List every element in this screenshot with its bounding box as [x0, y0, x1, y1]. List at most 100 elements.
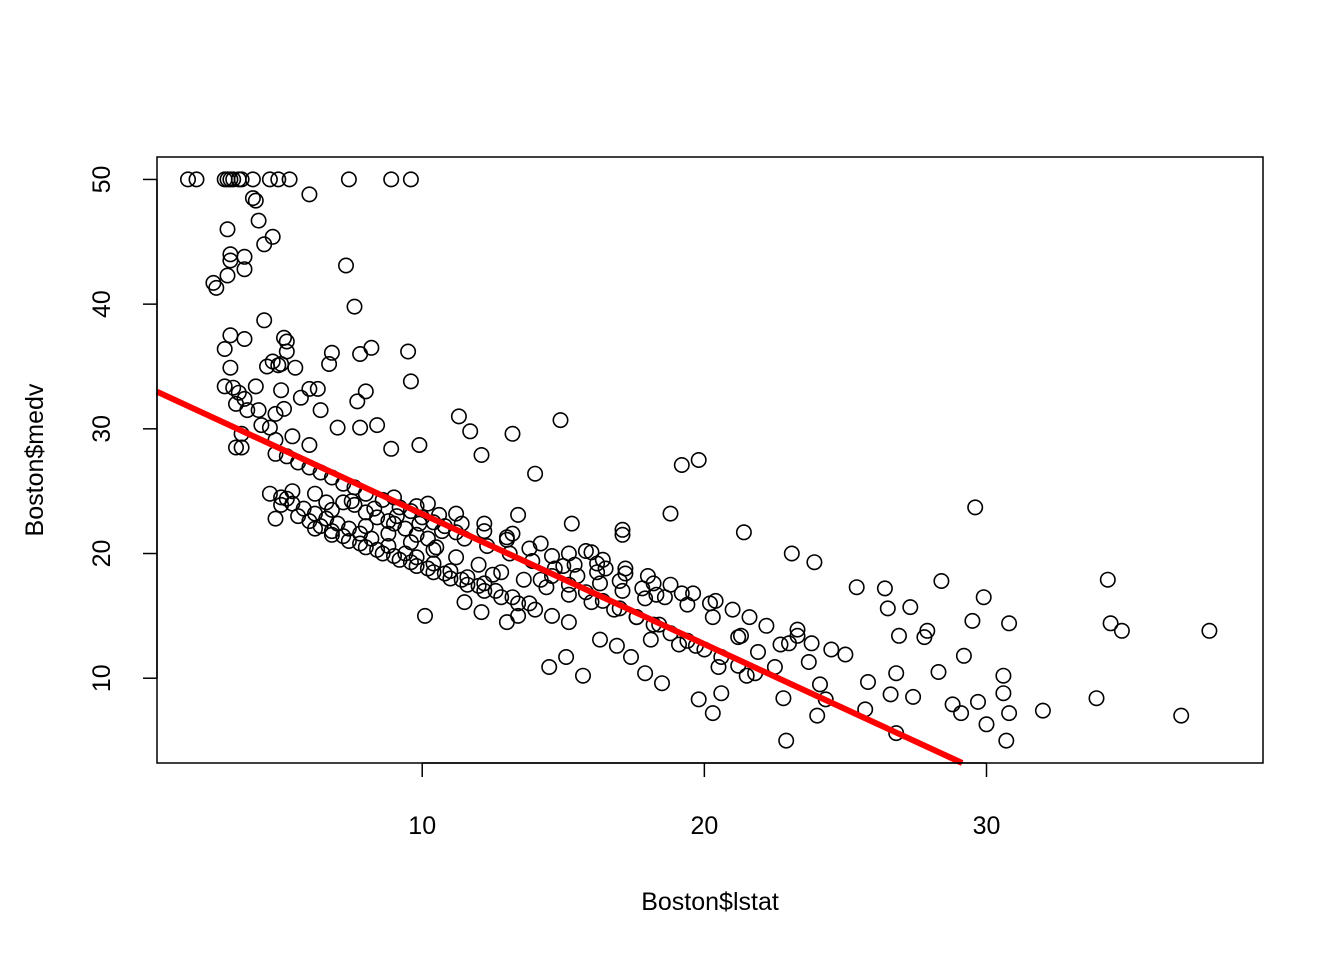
- data-point: [614, 526, 631, 543]
- data-point: [408, 549, 425, 566]
- data-point: [448, 505, 465, 522]
- data-point: [809, 707, 826, 724]
- data-point: [670, 636, 687, 653]
- data-point: [383, 440, 400, 457]
- data-point: [250, 212, 267, 229]
- data-point: [560, 614, 577, 631]
- data-point: [783, 545, 800, 562]
- data-point: [273, 496, 290, 513]
- data-point: [267, 405, 284, 422]
- data-point: [902, 599, 919, 616]
- data-point: [510, 595, 527, 612]
- data-point: [188, 171, 205, 188]
- data-point: [261, 171, 278, 188]
- data-point: [346, 298, 363, 315]
- data-point: [608, 637, 625, 654]
- data-point: [690, 691, 707, 708]
- data-point: [236, 261, 253, 278]
- data-point: [1102, 615, 1119, 632]
- data-point: [543, 607, 560, 624]
- data-point: [340, 532, 357, 549]
- data-point: [806, 554, 823, 571]
- data-point: [476, 582, 493, 599]
- data-point: [369, 417, 386, 434]
- data-point: [583, 544, 600, 561]
- data-point: [673, 585, 690, 602]
- data-point: [346, 496, 363, 513]
- data-point: [273, 382, 290, 399]
- data-point: [470, 577, 487, 594]
- data-point: [216, 378, 233, 395]
- data-point: [975, 589, 992, 606]
- data-point: [236, 330, 253, 347]
- data-point: [301, 186, 318, 203]
- data-point: [504, 425, 521, 442]
- data-point: [261, 485, 278, 502]
- data-point: [258, 358, 275, 375]
- data-point: [462, 423, 479, 440]
- data-point: [662, 576, 679, 593]
- data-point: [470, 556, 487, 573]
- data-point: [402, 373, 419, 390]
- data-point: [775, 690, 792, 707]
- data-point: [323, 526, 340, 543]
- data-point: [890, 627, 907, 644]
- data-point: [998, 732, 1015, 749]
- data-point: [233, 171, 250, 188]
- data-point: [306, 520, 323, 537]
- data-point: [967, 499, 984, 516]
- data-point: [541, 658, 558, 675]
- data-point: [642, 631, 659, 648]
- data-point: [953, 705, 970, 722]
- data-point: [555, 557, 572, 574]
- data-point: [402, 534, 419, 551]
- data-point: [436, 565, 453, 582]
- data-point: [343, 493, 360, 510]
- data-point: [995, 685, 1012, 702]
- data-point: [648, 586, 665, 603]
- data-point: [710, 658, 727, 675]
- data-point: [803, 635, 820, 652]
- data-point: [685, 585, 702, 602]
- data-point: [239, 402, 256, 419]
- data-point: [453, 571, 470, 588]
- data-point: [323, 344, 340, 361]
- data-point: [301, 436, 318, 453]
- data-point: [837, 646, 854, 663]
- x-axis: 10 20 30: [408, 762, 1001, 840]
- y-tick-label: 50: [88, 166, 116, 194]
- data-point: [498, 529, 515, 546]
- data-point: [428, 539, 445, 556]
- data-point: [236, 390, 253, 407]
- data-point: [383, 171, 400, 188]
- data-point: [1034, 702, 1051, 719]
- data-point: [933, 572, 950, 589]
- data-point: [558, 648, 575, 665]
- data-point: [707, 592, 724, 609]
- data-point: [527, 465, 544, 482]
- data-point: [459, 576, 476, 593]
- data-point: [515, 571, 532, 588]
- data-point: [400, 343, 417, 360]
- data-point: [1001, 615, 1018, 632]
- data-point: [230, 384, 247, 401]
- data-point: [758, 617, 775, 634]
- data-point: [264, 228, 281, 245]
- data-point: [244, 190, 261, 207]
- data-point: [704, 705, 721, 722]
- data-point: [284, 428, 301, 445]
- data-point: [591, 575, 608, 592]
- data-point: [690, 451, 707, 468]
- data-point: [738, 667, 755, 684]
- data-point: [789, 621, 806, 638]
- data-point: [594, 551, 611, 568]
- data-point: [493, 564, 510, 581]
- data-point: [778, 732, 795, 749]
- data-point: [930, 663, 947, 680]
- data-point: [560, 586, 577, 603]
- data-point: [617, 565, 634, 582]
- data-point: [233, 439, 250, 456]
- data-point: [713, 685, 730, 702]
- x-tick-label: 30: [973, 812, 1001, 840]
- data-point: [270, 171, 287, 188]
